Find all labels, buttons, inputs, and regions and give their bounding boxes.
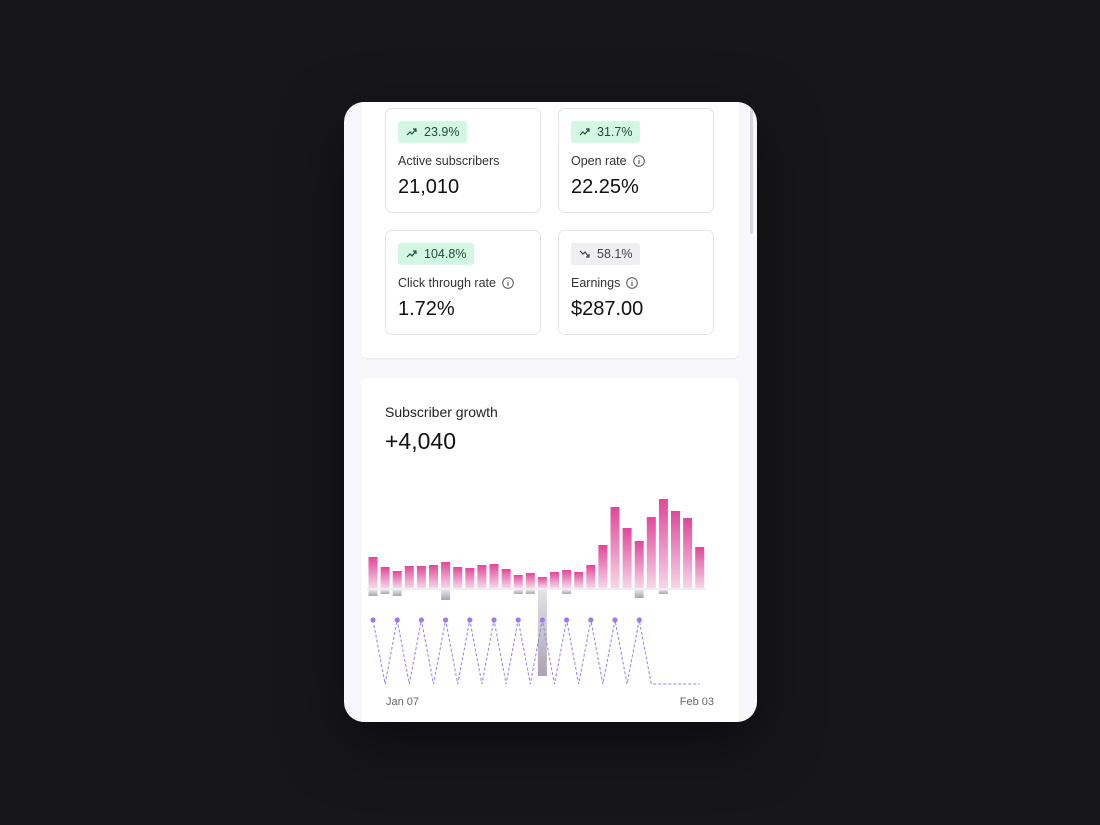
stat-card: 104.8% Click through rate 1.72% (385, 230, 541, 335)
badge: 104.8% (398, 243, 475, 265)
bar (658, 499, 668, 588)
bar-negative (634, 590, 644, 598)
bar (683, 518, 693, 588)
bar-negative (368, 590, 378, 596)
dot (636, 617, 642, 623)
stat-label-text: Open rate (571, 154, 627, 168)
badge-text: 58.1% (597, 247, 633, 261)
stat-label-text: Earnings (571, 276, 621, 290)
stat-label: Click through rate (398, 276, 514, 290)
bar (634, 541, 644, 588)
bar-negative (525, 590, 535, 594)
badge-text: 31.7% (597, 125, 633, 139)
bar (646, 517, 656, 588)
dot (564, 617, 570, 623)
dot (515, 617, 521, 623)
bar (380, 567, 390, 588)
bar (610, 507, 620, 588)
bar (477, 565, 487, 588)
growth-section: Subscriber growth +4,040 Jan 07 Feb 03 (361, 378, 739, 722)
phone-frame: 23.9% Active subscribers 21,010 31.7% Open r… (344, 102, 757, 722)
bar (598, 545, 608, 588)
chart-subtitle: +4,040 (385, 428, 456, 454)
stat-label: Active subscribers (398, 154, 499, 168)
badge: 23.9% (398, 121, 468, 143)
dot (491, 617, 497, 623)
chart (367, 499, 706, 685)
bar (368, 557, 378, 588)
stat-label: Open rate (571, 154, 645, 168)
stat-label-text: Click through rate (398, 276, 496, 290)
stat-label-text: Active subscribers (398, 154, 500, 168)
chart-title: Subscriber growth (385, 404, 498, 420)
bar (537, 577, 547, 588)
scrollbar[interactable] (750, 106, 753, 234)
bar (453, 567, 463, 588)
bar (562, 570, 572, 588)
bar-negative (392, 590, 402, 596)
badge-text: 104.8% (424, 247, 467, 261)
dot (443, 617, 449, 623)
stat-card: 31.7% Open rate 22.25% (558, 108, 714, 213)
stats-section: 23.9% Active subscribers 21,010 31.7% Open r… (361, 102, 739, 358)
badge-text: 23.9% (424, 125, 460, 139)
bar (404, 566, 414, 588)
dot (394, 617, 400, 623)
bar (429, 565, 438, 588)
x-label: Feb 03 (679, 696, 714, 708)
bar (501, 569, 511, 588)
stat-value: 22.25% (571, 176, 639, 198)
stat-value: $287.00 (571, 298, 644, 320)
bar-negative (513, 590, 523, 594)
dot (612, 617, 618, 623)
dot (418, 617, 424, 623)
bar (622, 528, 632, 588)
dot (539, 617, 545, 623)
x-label: Jan 07 (386, 696, 420, 708)
bar (392, 571, 402, 588)
bar-negative (537, 590, 547, 676)
stat-card: 23.9% Active subscribers 21,010 (385, 108, 541, 213)
bar-negative (441, 590, 451, 600)
bar-negative (380, 590, 390, 594)
stat-card: 58.1% Earnings $287.00 (558, 230, 714, 335)
bar-negative (562, 590, 572, 594)
stat-value: 1.72% (398, 298, 455, 320)
bar (695, 547, 705, 588)
badge: 58.1% (571, 243, 641, 265)
bar (513, 575, 523, 588)
bar (441, 562, 451, 588)
bar (574, 572, 584, 588)
stat-label: Earnings (571, 276, 639, 290)
bar (489, 564, 499, 588)
bar (586, 565, 596, 588)
bar (416, 566, 426, 588)
bar (525, 573, 535, 588)
bar-negative (658, 590, 668, 594)
bar (550, 572, 559, 588)
dot (467, 617, 473, 623)
dot (370, 617, 376, 623)
line (372, 619, 700, 685)
stat-value: 21,010 (398, 176, 460, 198)
bar (671, 511, 680, 588)
dot (588, 617, 594, 623)
bar (465, 568, 475, 588)
badge: 31.7% (571, 121, 641, 143)
